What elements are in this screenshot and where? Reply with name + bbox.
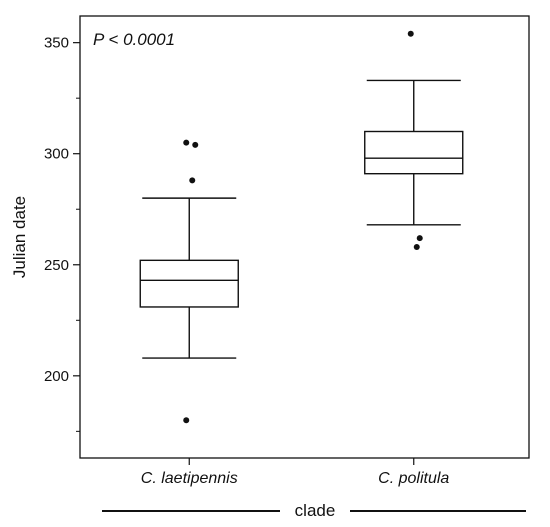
- outlier-point: [407, 30, 414, 37]
- box-1: [139, 139, 239, 424]
- y-tick-label: 200: [44, 368, 69, 385]
- x-category-label: C. laetipennis: [141, 470, 238, 487]
- y-tick-label: 300: [44, 146, 69, 163]
- x-axis-title: clade: [295, 501, 336, 520]
- p-value-annotation: P < 0.0001: [93, 30, 175, 49]
- y-tick-label: 350: [44, 35, 69, 52]
- plot-frame: [79, 15, 530, 459]
- x-category-label: C. politula: [378, 470, 449, 487]
- outlier-point: [416, 235, 423, 242]
- outlier-point: [183, 139, 190, 146]
- outlier-point: [189, 177, 196, 184]
- outlier-point: [192, 141, 199, 148]
- y-tick-label: 250: [44, 257, 69, 274]
- x-axis: C. laetipennis C. politula: [141, 458, 449, 487]
- y-axis-title: Julian date: [10, 196, 29, 278]
- box-2: [364, 30, 464, 250]
- outlier-point: [183, 417, 190, 424]
- y-axis: 200 250 300 350: [44, 35, 80, 432]
- iqr-box: [139, 259, 239, 308]
- iqr-box: [364, 130, 464, 175]
- box-series: [139, 30, 464, 424]
- outlier-point: [413, 243, 420, 250]
